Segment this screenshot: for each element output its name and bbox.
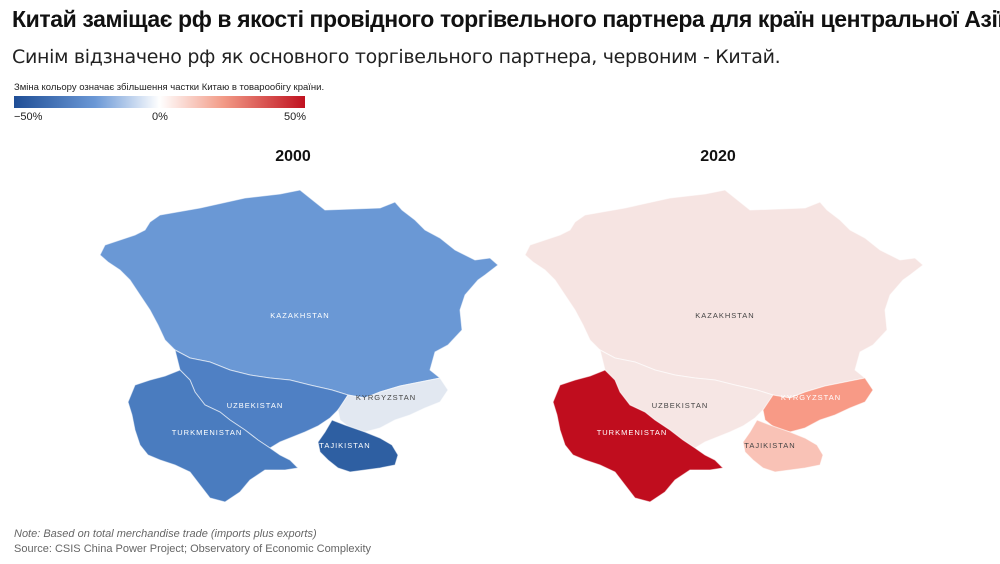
country-tajikistan-2020 xyxy=(742,419,824,473)
map-2020-year: 2020 xyxy=(700,148,736,165)
legend-mid-label: 0% xyxy=(152,111,168,123)
country-turkmenistan-2020 xyxy=(552,369,725,503)
chart-source: Source: CSIS China Power Project; Observ… xyxy=(14,543,372,555)
label-uzbekistan-2000: UZBEKISTAN xyxy=(227,401,284,410)
legend-max-label: 50% xyxy=(284,111,307,123)
country-kazakhstan-2020 xyxy=(524,189,924,399)
chart-title: Китай заміщає рф в якості провідного тор… xyxy=(12,6,1000,32)
chart-note: Note: Based on total merchandise trade (… xyxy=(14,528,317,540)
label-uzbekistan-2020: UZBEKISTAN xyxy=(652,401,709,410)
label-kazakhstan-2000: KAZAKHSTAN xyxy=(270,311,329,320)
country-tajikistan-2000 xyxy=(317,419,399,473)
label-kyrgyzstan-2020: KYRGYZSTAN xyxy=(781,393,841,402)
label-turkmenistan-2020: TURKMENISTAN xyxy=(597,428,668,437)
map-2020: KAZAKHSTAN UZBEKISTAN TURKMENISTAN KYRGYZST… xyxy=(524,189,924,503)
legend-caption: Зміна кольору означає збільшення частки … xyxy=(14,82,325,93)
label-tajikistan-2000: TAJIKISTAN xyxy=(319,441,370,450)
map-2000-year: 2000 xyxy=(275,148,311,165)
label-kyrgyzstan-2000: KYRGYZSTAN xyxy=(356,393,416,402)
map-2000: KAZAKHSTAN UZBEKISTAN TURKMENISTAN KYRGYZST… xyxy=(99,189,499,503)
country-kazakhstan-2000 xyxy=(99,189,499,399)
country-turkmenistan-2000 xyxy=(127,369,300,503)
legend-color-scale xyxy=(14,96,305,108)
label-tajikistan-2020: TAJIKISTAN xyxy=(744,441,795,450)
chart-subtitle: Синім відзначено рф як основного торгіве… xyxy=(12,46,781,68)
label-turkmenistan-2000: TURKMENISTAN xyxy=(172,428,243,437)
legend-min-label: −50% xyxy=(14,111,43,123)
label-kazakhstan-2020: KAZAKHSTAN xyxy=(695,311,754,320)
